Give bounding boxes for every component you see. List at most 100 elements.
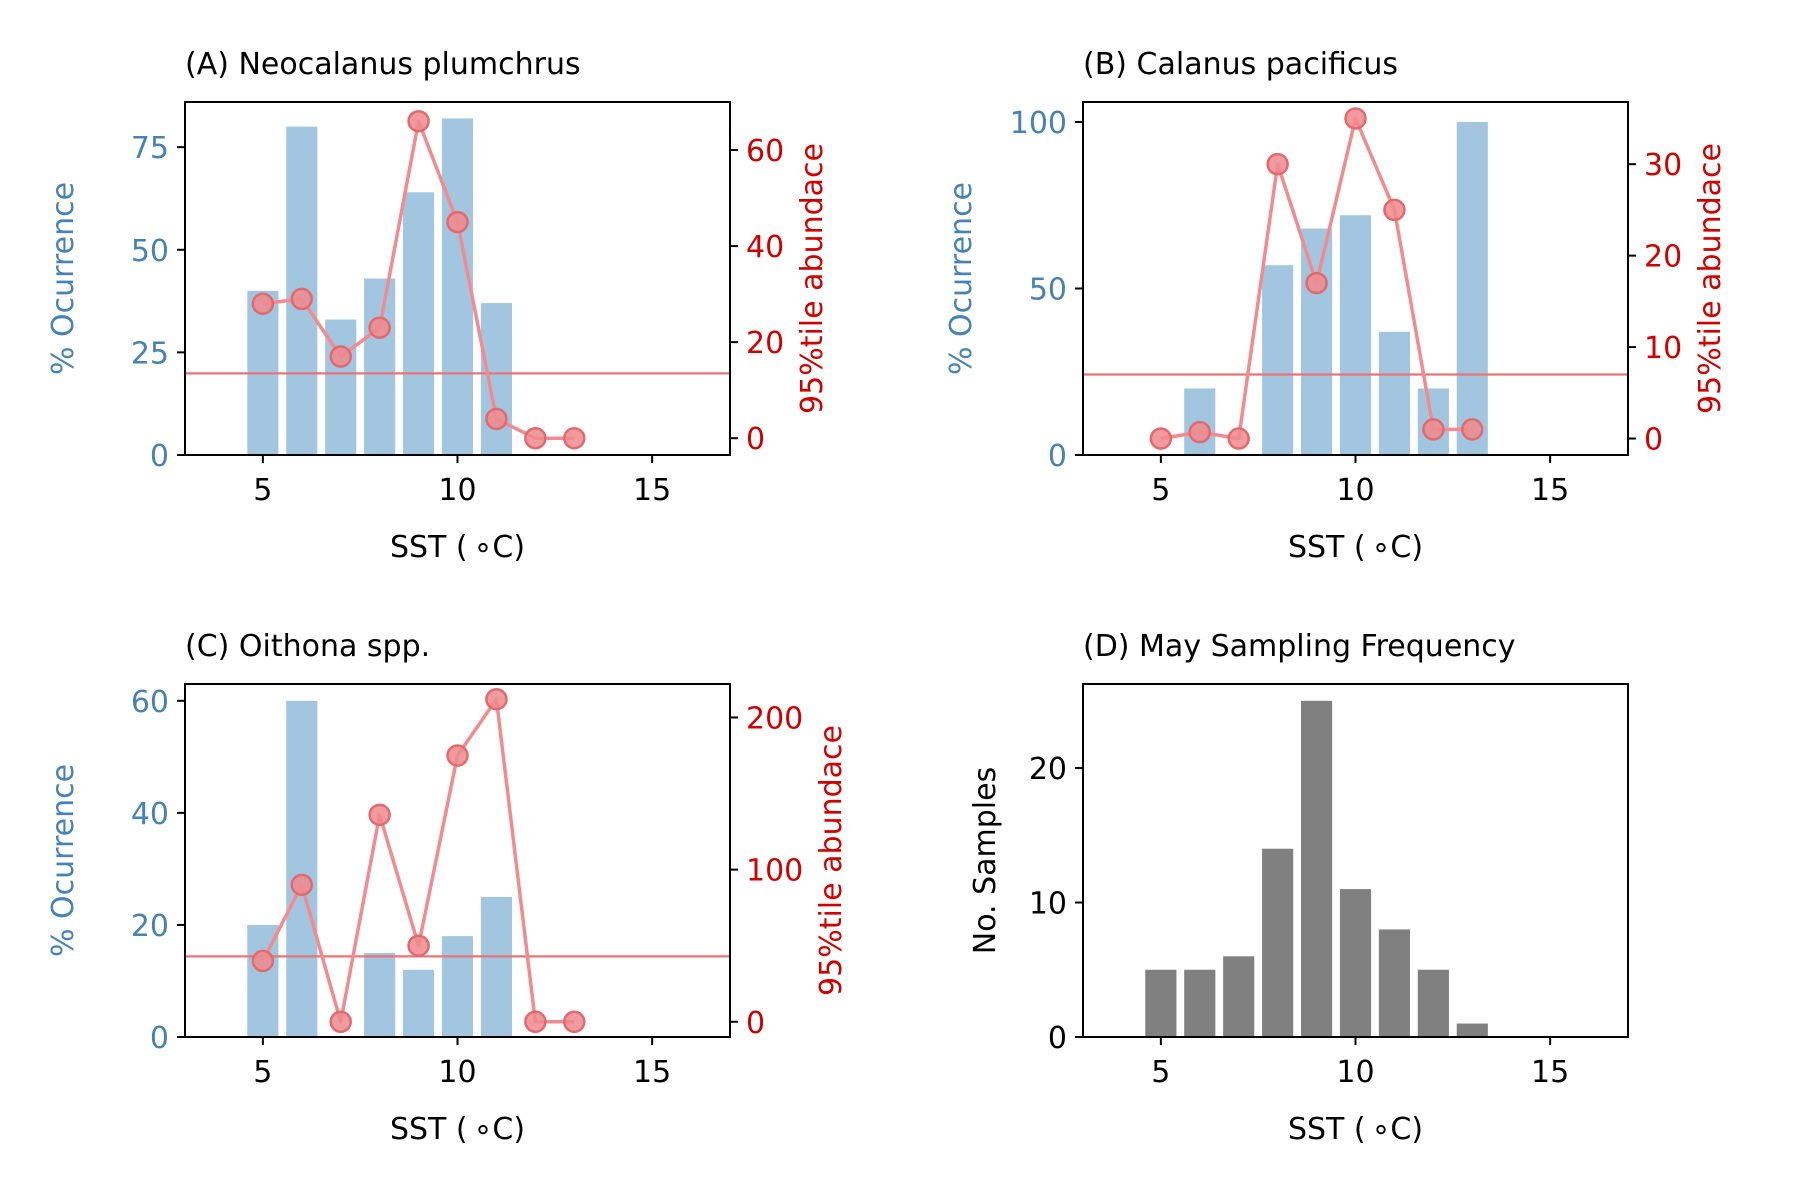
abundance-point-12: [1422, 418, 1445, 441]
abundance-point-7: [329, 1010, 352, 1034]
y2-axis-label: 95%tile abundace: [1693, 143, 1728, 414]
bar-10: [1339, 215, 1372, 455]
y-axis-label: No. Samples: [968, 767, 1003, 954]
abundance-point-13: [563, 1010, 586, 1034]
y2-tick-label: 100: [746, 854, 803, 889]
x-tick-label: 10: [438, 473, 476, 508]
abundance-point-12: [524, 1010, 547, 1034]
y2-tick-label: 0: [746, 1006, 765, 1041]
panel-c-oithona: 5 10 15 0 20 40 60 0 100 200 (C) Oithona spp. SST (…: [46, 629, 849, 1147]
bar-9: [403, 969, 435, 1037]
abundance-point-11: [485, 407, 508, 431]
x-tick-label: 5: [1151, 1055, 1170, 1090]
abundance-point-8: [1266, 152, 1289, 176]
y2-tick-label: 10: [1644, 331, 1682, 366]
bar-5: [1145, 969, 1177, 1037]
bar-9: [1301, 700, 1333, 1037]
y-tick-label: 40: [131, 797, 169, 832]
panel-title: (C) Oithona spp.: [185, 629, 430, 664]
abundance-point-5: [1149, 427, 1173, 450]
y-tick-label: 50: [1029, 272, 1067, 307]
abundance-point-10: [446, 744, 469, 767]
abundance-point-6: [290, 287, 314, 311]
abundance-point-10: [446, 210, 469, 234]
bar-11: [480, 303, 512, 455]
y-axis-label: % Ocurrence: [944, 182, 979, 375]
y2-tick-label: 20: [1644, 240, 1682, 275]
y-axis-label: % Ocurrence: [46, 764, 81, 957]
x-axis-label: SST ( ∘C): [1288, 530, 1423, 565]
panel-b-calanus: 5 10 15 0 50 100 0 10 20 30 (B) Calanus pacificus S…: [944, 47, 1728, 565]
x-tick-label: 15: [1531, 473, 1569, 508]
x-tick-label: 5: [253, 1055, 272, 1090]
y-tick-label: 100: [1010, 106, 1067, 141]
y-axis-label: % Ocurrence: [46, 182, 81, 375]
x-tick-label: 10: [1336, 1055, 1374, 1090]
abundance-point-9: [407, 934, 430, 957]
y-tick-label: 0: [1048, 439, 1067, 474]
bar-6: [286, 700, 318, 1037]
bar-13: [1456, 121, 1488, 455]
y2-tick-label: 200: [746, 701, 803, 736]
y-tick-label: 75: [131, 131, 169, 166]
abundance-point-11: [485, 687, 508, 711]
panel-title: (B) Calanus pacificus: [1083, 47, 1398, 82]
y-tick-label: 25: [131, 336, 169, 371]
bar-13: [1456, 1023, 1488, 1037]
bar-12: [1417, 969, 1449, 1037]
bar-10: [441, 936, 474, 1037]
y2-tick-label: 60: [746, 134, 784, 169]
x-axis-label: SST ( ∘C): [1288, 1112, 1423, 1147]
bar-11: [1378, 929, 1410, 1037]
abundance-point-12: [524, 426, 547, 450]
panel-title: (A) Neocalanus plumchrus: [185, 47, 581, 82]
abundance-point-13: [1461, 418, 1484, 441]
x-tick-label: 10: [1336, 473, 1374, 508]
abundance-point-8: [368, 316, 391, 339]
bar-7: [1223, 956, 1255, 1037]
y-tick-label: 50: [131, 234, 169, 269]
abundance-point-8: [368, 803, 391, 827]
abundance-point-7: [329, 345, 352, 368]
bar-8: [364, 278, 396, 455]
y-tick-label: 0: [150, 1021, 169, 1056]
bar-6: [1184, 969, 1216, 1037]
bar-9: [403, 192, 435, 456]
x-tick-label: 5: [253, 473, 272, 508]
bar-11: [1378, 331, 1410, 455]
x-tick-label: 15: [633, 1055, 671, 1090]
y-tick-label: 20: [1029, 752, 1067, 787]
abundance-point-7: [1227, 427, 1250, 450]
y2-tick-label: 30: [1644, 148, 1682, 183]
x-tick-label: 15: [633, 473, 671, 508]
bar-8: [1262, 265, 1294, 455]
panel-d-sampling-frequency: 5 10 15 0 10 20 (D) May Sampling Frequency SST …: [968, 629, 1629, 1147]
y2-tick-label: 20: [746, 326, 784, 361]
x-axis-label: SST ( ∘C): [390, 530, 525, 565]
abundance-point-13: [563, 426, 586, 450]
y2-tick-label: 40: [746, 230, 784, 265]
abundance-point-6: [290, 873, 314, 897]
abundance-point-9: [407, 109, 430, 133]
abundance-point-5: [251, 949, 275, 973]
y-tick-label: 0: [1048, 1021, 1067, 1056]
x-tick-label: 15: [1531, 1055, 1569, 1090]
bar-8: [1262, 848, 1294, 1037]
panel-title: (D) May Sampling Frequency: [1083, 629, 1516, 664]
x-tick-label: 10: [438, 1055, 476, 1090]
abundance-point-10: [1344, 107, 1367, 130]
x-axis-label: SST ( ∘C): [390, 1112, 525, 1147]
abundance-point-6: [1188, 420, 1212, 444]
abundance-point-9: [1305, 271, 1328, 295]
panel-a-neocalanus: 5 10 15 0 25 50 75 0 20 40 60 (A) Neocalanus plumch…: [46, 47, 830, 565]
bar-10: [1339, 889, 1372, 1037]
abundance-point-11: [1383, 198, 1406, 222]
bar-8: [364, 952, 396, 1037]
x-tick-label: 5: [1151, 473, 1170, 508]
y-tick-label: 0: [150, 439, 169, 474]
abundance-point-5: [251, 292, 275, 315]
y-tick-label: 20: [131, 909, 169, 944]
y2-tick-label: 0: [746, 422, 765, 457]
y2-axis-label: 95%tile abundace: [795, 143, 830, 414]
